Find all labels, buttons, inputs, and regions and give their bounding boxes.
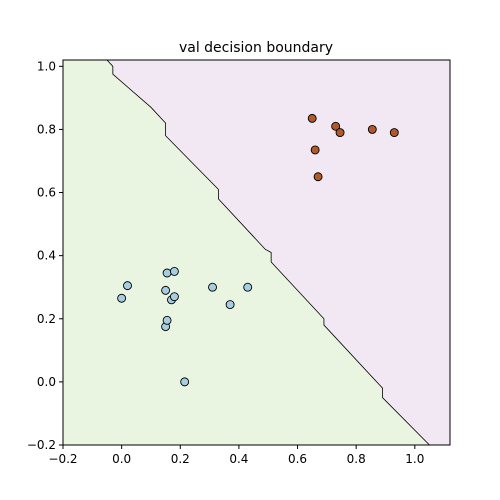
scatter-point-class-0 bbox=[161, 285, 171, 295]
scatter-point-class-1 bbox=[331, 121, 341, 131]
scatter-point-class-1 bbox=[389, 128, 399, 138]
scatter-point-class-0 bbox=[123, 281, 132, 291]
y-tick-label: 0.4 bbox=[37, 249, 56, 263]
y-tick-label: 0.8 bbox=[37, 122, 56, 136]
scatter-point-class-0 bbox=[243, 282, 253, 292]
scatter-point-class-0 bbox=[162, 268, 172, 278]
scatter-point-class-0 bbox=[169, 266, 179, 276]
x-tick-label: 1.0 bbox=[405, 452, 424, 466]
scatter-point-class-1 bbox=[313, 172, 323, 182]
y-tick-label: 1.0 bbox=[37, 59, 56, 73]
scatter-point-class-0 bbox=[162, 315, 172, 325]
plot-area bbox=[63, 60, 450, 445]
y-tick-label: −0.2 bbox=[27, 438, 56, 452]
x-tick-label: 0.2 bbox=[171, 452, 190, 466]
x-tick-label: 0.6 bbox=[288, 452, 307, 466]
axes-frame bbox=[62, 59, 451, 446]
scatter-point-class-1 bbox=[367, 124, 377, 134]
x-tick-label: 0.0 bbox=[112, 452, 131, 466]
scatter-point-class-1 bbox=[307, 113, 317, 123]
scatter-point-class-0 bbox=[180, 377, 190, 387]
y-tick-label: 0.2 bbox=[37, 312, 56, 326]
x-tick-label: 0.8 bbox=[347, 452, 366, 466]
scatter-point-class-0 bbox=[208, 282, 217, 292]
axes: −0.2 0.0 0.2 0.4 0.6 0.8 1.0 −0.2 0.0 0.2 0.4 0.6 0.… bbox=[27, 59, 451, 466]
scatter-point-class-0 bbox=[169, 292, 179, 302]
y-tick-label: 0.0 bbox=[37, 375, 56, 389]
scatter-point-class-1 bbox=[310, 145, 320, 155]
scatter-point-class-0 bbox=[117, 293, 127, 303]
x-tick-label: 0.4 bbox=[229, 452, 248, 466]
decision-boundary-line bbox=[106, 60, 430, 445]
region-class-0 bbox=[63, 60, 430, 445]
scatter-point-class-0 bbox=[225, 300, 235, 310]
chart-title: val decision boundary bbox=[179, 40, 333, 56]
y-tick-label: 0.6 bbox=[37, 186, 56, 200]
x-tick-label: −0.2 bbox=[48, 452, 77, 466]
scatter-point-class-1 bbox=[335, 128, 345, 138]
